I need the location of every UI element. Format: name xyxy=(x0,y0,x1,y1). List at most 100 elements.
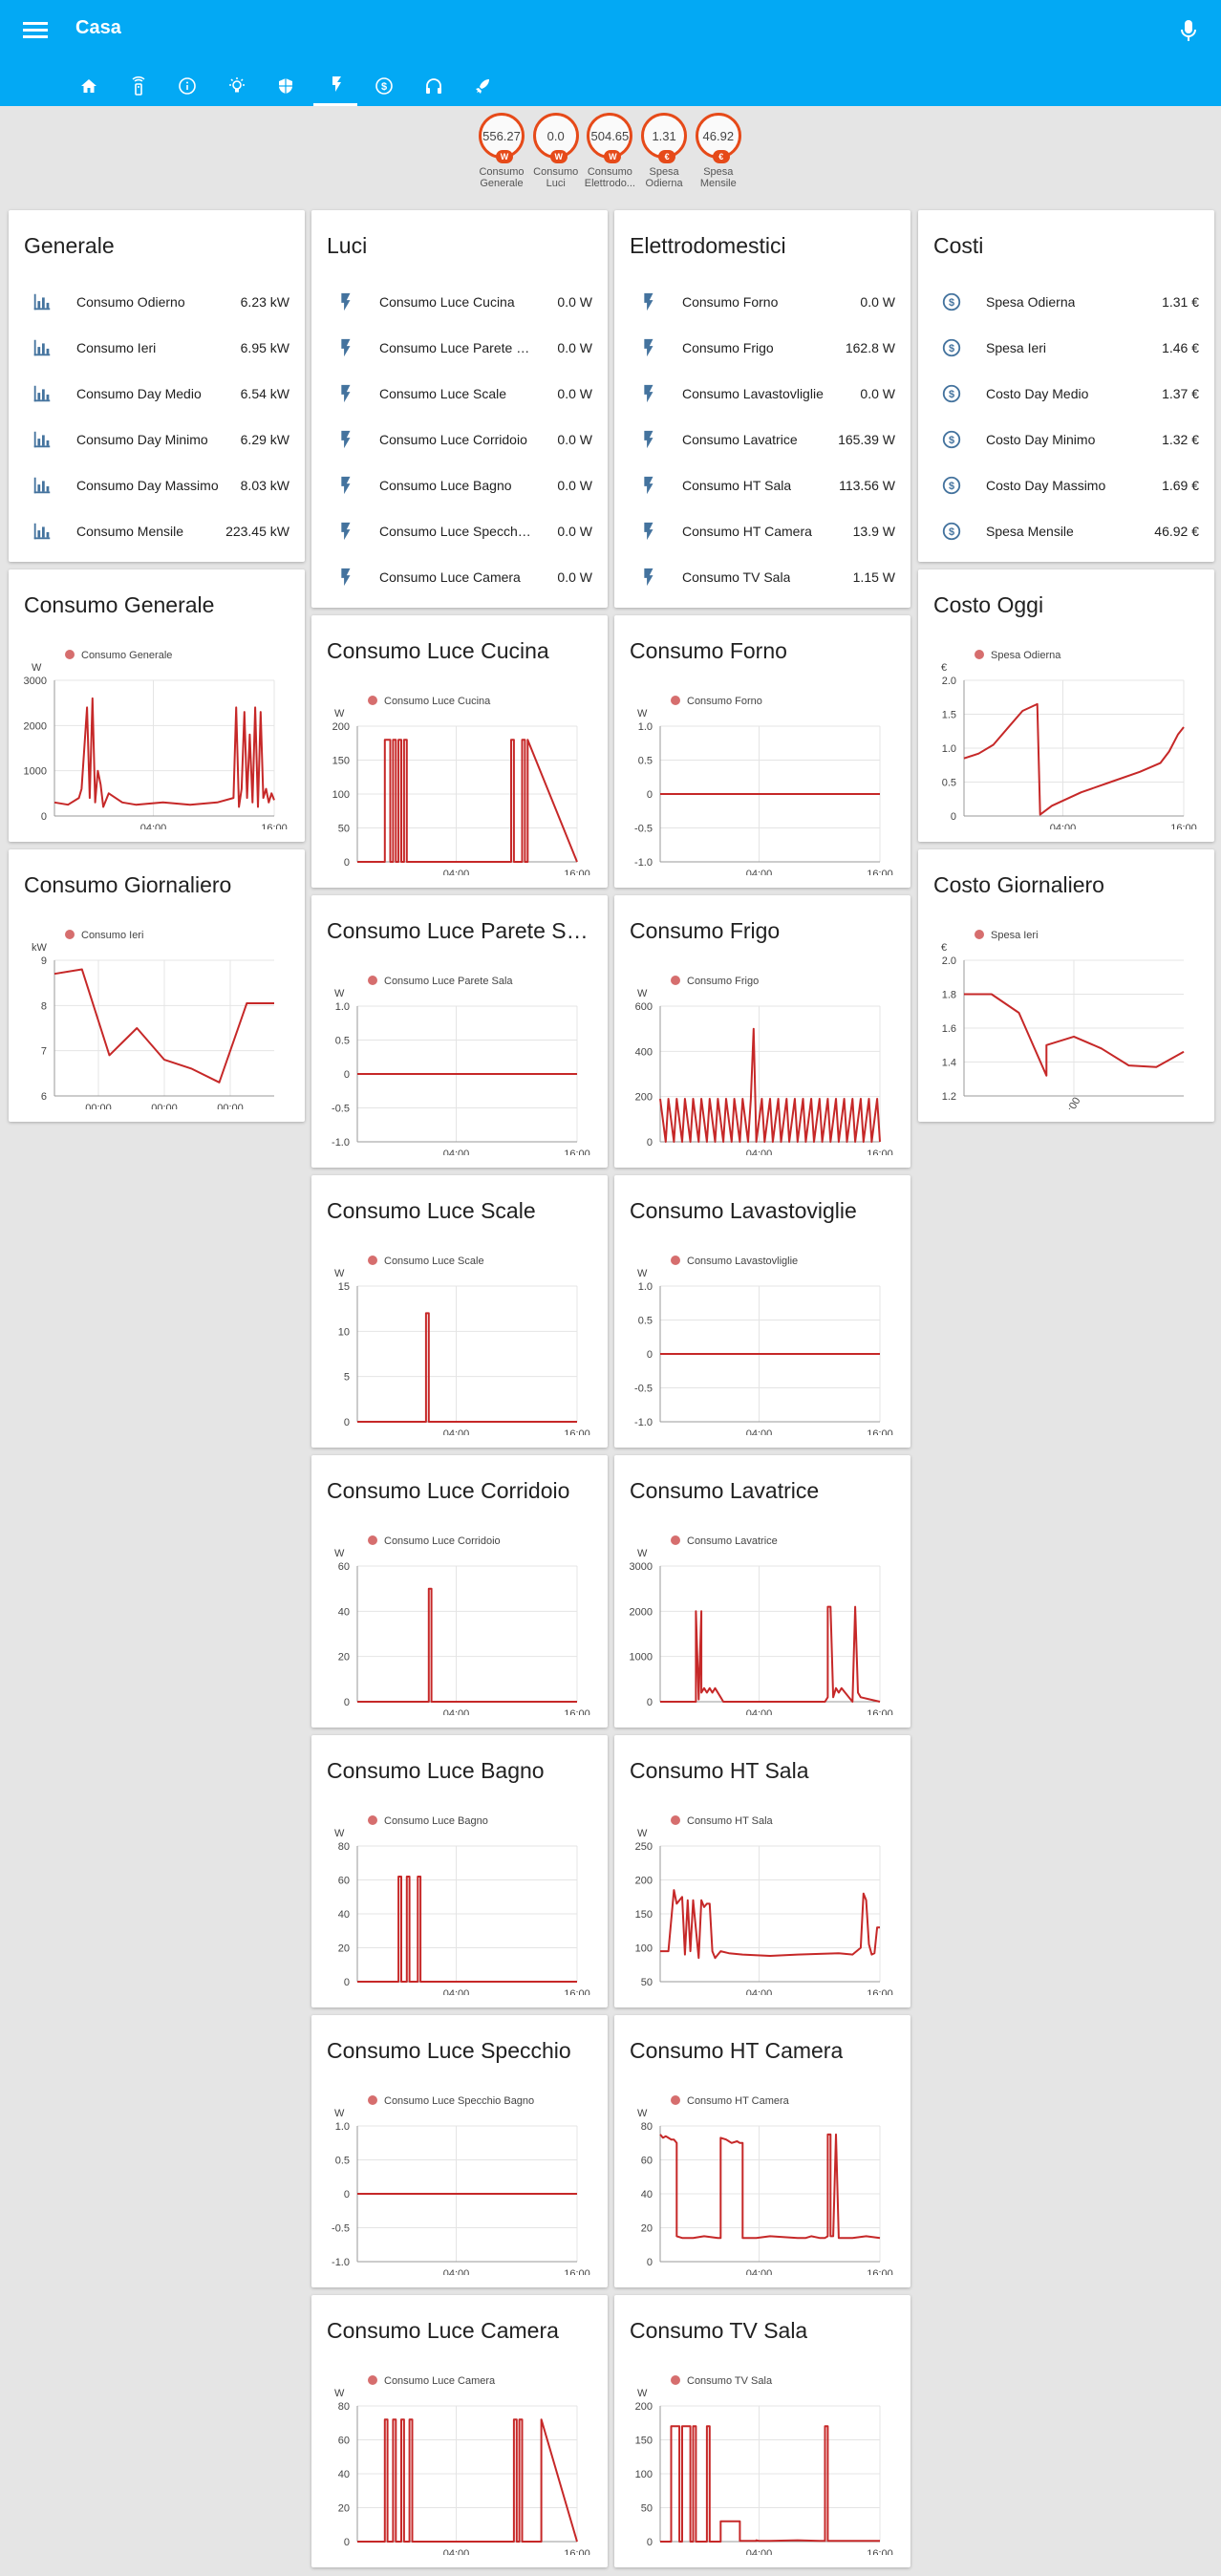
tab-headphones[interactable] xyxy=(412,65,456,106)
y-tick-label: 150 xyxy=(635,1909,653,1921)
entity-row[interactable]: Consumo HT Sala 113.56 W xyxy=(614,462,910,508)
tab-home[interactable] xyxy=(67,65,111,106)
entity-row[interactable]: Consumo Mensile 223.45 kW xyxy=(9,508,305,554)
entity-row[interactable]: Consumo Forno 0.0 W xyxy=(614,279,910,325)
y-tick-label: 100 xyxy=(635,2469,653,2480)
rocket-icon xyxy=(476,78,489,94)
card-title: Consumo HT Sala xyxy=(630,1758,809,1783)
entity-row[interactable]: $ Costo Day Medio 1.37 € xyxy=(918,371,1214,417)
card-title: Costi xyxy=(933,233,984,258)
legend-label[interactable]: Consumo Luce Bagno xyxy=(384,1815,488,1827)
entity-row[interactable]: Consumo Odierno 6.23 kW xyxy=(9,279,305,325)
y-tick-label: 50 xyxy=(641,1977,653,1988)
series-line[interactable] xyxy=(659,2133,881,2240)
legend-label[interactable]: Consumo Frigo xyxy=(687,976,759,987)
entity-row[interactable]: $ Costo Day Massimo 1.69 € xyxy=(918,462,1214,508)
state-badge[interactable]: 46.92 € Spesa Mensile xyxy=(693,113,744,189)
menu-icon[interactable] xyxy=(23,19,48,40)
entity-row[interactable]: Consumo HT Camera 13.9 W xyxy=(614,508,910,554)
series-line[interactable] xyxy=(964,993,1185,1077)
entity-value: 0.0 W xyxy=(557,294,592,310)
legend-label[interactable]: Consumo Luce Specchio Bagno xyxy=(384,2095,534,2107)
entity-value: 1.32 € xyxy=(1162,432,1199,447)
legend-label[interactable]: Consumo Luce Parete Sala xyxy=(384,976,513,987)
legend-label[interactable]: Consumo Luce Scale xyxy=(384,1256,484,1267)
entity-row[interactable]: Consumo TV Sala 1.15 W xyxy=(614,554,910,600)
entity-row[interactable]: Consumo Day Medio 6.54 kW xyxy=(9,371,305,417)
entity-row[interactable]: $ Spesa Mensile 46.92 € xyxy=(918,508,1214,554)
entity-row[interactable]: Consumo Luce Specchio ... 0.0 W xyxy=(311,508,608,554)
legend-label[interactable]: Consumo Luce Cucina xyxy=(384,696,491,707)
series-line[interactable] xyxy=(660,1605,881,1703)
history-chart: Consumo Luce Camera W 0 20 40 60 80 04:00 16:00 xyxy=(334,2375,590,2555)
entity-row[interactable]: Consumo Day Massimo 8.03 kW xyxy=(9,462,305,508)
legend-label[interactable]: Consumo Luce Corridoio xyxy=(384,1535,501,1547)
entity-row[interactable]: Consumo Ieri 6.95 kW xyxy=(9,325,305,371)
state-badge[interactable]: 1.31 € Spesa Odierna xyxy=(638,113,690,189)
legend-label[interactable]: Consumo Luce Camera xyxy=(384,2375,496,2387)
y-tick-label: 1.0 xyxy=(638,721,653,733)
y-tick-label: -0.5 xyxy=(634,1384,653,1395)
history-chart: Consumo Forno W -1.0 -0.5 0 0.5 1.0 04:00 16:00 xyxy=(634,696,893,875)
series-line[interactable] xyxy=(357,1876,577,1983)
entity-row[interactable]: Consumo Luce Parete Sala 0.0 W xyxy=(311,325,608,371)
series-line[interactable] xyxy=(357,1312,577,1423)
legend-label[interactable]: Consumo HT Camera xyxy=(687,2095,790,2107)
x-tick-label: 16:00 xyxy=(867,1428,893,1435)
y-tick-label: 40 xyxy=(641,2189,653,2200)
y-tick-label: 600 xyxy=(635,1001,653,1013)
entity-row[interactable]: $ Spesa Ieri 1.46 € xyxy=(918,325,1214,371)
series-line[interactable] xyxy=(357,2418,578,2543)
tab-remote[interactable] xyxy=(117,65,161,106)
legend-swatch xyxy=(65,650,75,659)
state-badge[interactable]: 504.65 W Consumo Elettrodo... xyxy=(584,113,635,189)
series-line[interactable] xyxy=(357,1587,577,1703)
legend-label[interactable]: Consumo Lavastovliglie xyxy=(687,1256,798,1267)
entity-value: 6.23 kW xyxy=(240,294,289,310)
card-title: Consumo Giornaliero xyxy=(24,872,232,897)
tab-info[interactable] xyxy=(165,65,209,106)
legend-label[interactable]: Spesa Ieri xyxy=(991,930,1039,941)
entity-row[interactable]: Consumo Day Minimo 6.29 kW xyxy=(9,417,305,462)
legend-label[interactable]: Spesa Odierna xyxy=(991,650,1061,661)
legend-label[interactable]: Consumo TV Sala xyxy=(687,2375,773,2387)
history-chart: Consumo HT Sala W 50 100 150 200 250 04:00 16:00 xyxy=(635,1815,893,1995)
tab-shield[interactable] xyxy=(264,65,308,106)
legend-label[interactable]: Consumo Generale xyxy=(81,650,172,661)
legend-label[interactable]: Consumo Ieri xyxy=(81,930,143,941)
x-tick-label: 16:00 xyxy=(564,2548,590,2555)
entities-card: Costi $ Spesa Odierna 1.31 € $ Spesa Ieri 1.46… xyxy=(918,210,1214,562)
y-tick-label: 0 xyxy=(647,1697,653,1708)
state-badge[interactable]: 556.27 W Consumo Generale xyxy=(476,113,527,189)
y-tick-label: 0 xyxy=(344,1697,350,1708)
entity-row[interactable]: Consumo Luce Corridoio 0.0 W xyxy=(311,417,608,462)
tab-lightbulb[interactable] xyxy=(215,65,259,106)
series-line[interactable] xyxy=(357,739,578,863)
series-line[interactable] xyxy=(54,968,274,1084)
legend-label[interactable]: Consumo Lavatrice xyxy=(687,1535,778,1547)
state-badge[interactable]: 0.0 W Consumo Luci xyxy=(530,113,582,189)
tab-rocket[interactable] xyxy=(461,65,504,106)
tab-flash[interactable] xyxy=(312,65,357,106)
series-line[interactable] xyxy=(660,1889,880,1960)
entity-row[interactable]: Consumo Luce Scale 0.0 W xyxy=(311,371,608,417)
series-line[interactable] xyxy=(963,702,1185,816)
entity-row[interactable]: Consumo Lavatrice 165.39 W xyxy=(614,417,910,462)
entity-row[interactable]: $ Costo Day Minimo 1.32 € xyxy=(918,417,1214,462)
y-axis-unit: W xyxy=(32,662,42,674)
series-line[interactable] xyxy=(659,1027,881,1143)
entity-row[interactable]: $ Spesa Odierna 1.31 € xyxy=(918,279,1214,325)
currency-circle-icon: $ xyxy=(942,430,961,449)
entity-row[interactable]: Consumo Luce Bagno 0.0 W xyxy=(311,462,608,508)
legend-label[interactable]: Consumo Forno xyxy=(687,696,762,707)
series-line[interactable] xyxy=(660,2425,880,2543)
microphone-icon[interactable] xyxy=(1181,19,1196,42)
tab-currency[interactable]: $ xyxy=(362,65,406,106)
entity-row[interactable]: Consumo Luce Camera 0.0 W xyxy=(311,554,608,600)
entity-row[interactable]: Consumo Frigo 162.8 W xyxy=(614,325,910,371)
entity-row[interactable]: Consumo Lavastovliglie 0.0 W xyxy=(614,371,910,417)
y-axis-unit: W xyxy=(637,2388,648,2399)
legend-label[interactable]: Consumo HT Sala xyxy=(687,1815,774,1827)
entity-row[interactable]: Consumo Luce Cucina 0.0 W xyxy=(311,279,608,325)
series-line[interactable] xyxy=(54,697,275,808)
